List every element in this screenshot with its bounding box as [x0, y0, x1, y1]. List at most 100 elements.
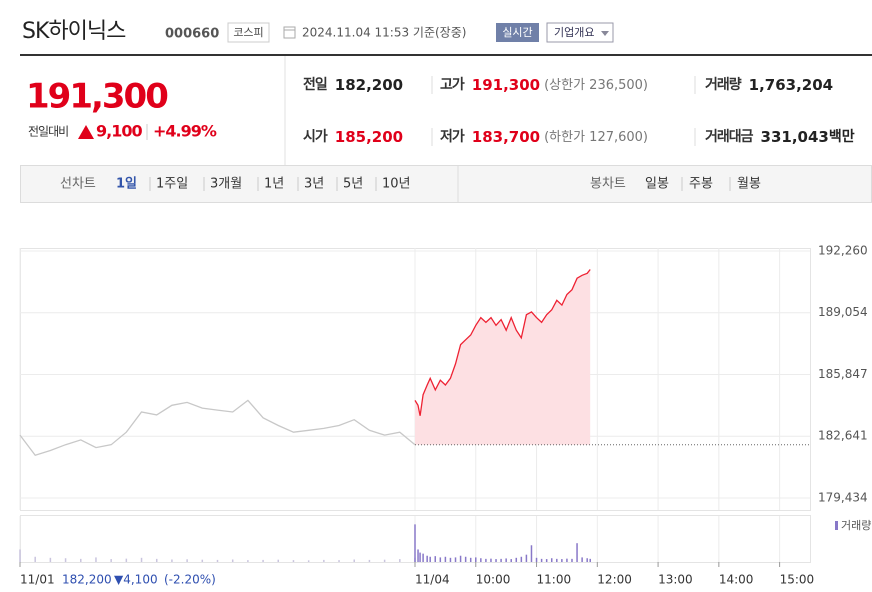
volume-bar — [186, 559, 188, 562]
volume-bar — [399, 559, 401, 562]
tab-label: 선차트 — [60, 177, 96, 192]
volume-bar — [171, 559, 173, 562]
volume-bar — [262, 559, 264, 562]
volume-bar — [589, 558, 591, 562]
stat-value: 1,763,204 — [749, 76, 833, 94]
candle-tab[interactable]: 월봉 — [737, 177, 761, 192]
market: 코스피 — [233, 26, 263, 39]
volume-bar — [338, 560, 340, 562]
candle-tab[interactable]: 주봉 — [689, 177, 713, 192]
volume-bar — [464, 556, 467, 562]
volume-bar — [383, 559, 386, 562]
volume-bar — [490, 558, 492, 562]
prev-close: 182,200 — [62, 573, 112, 587]
volume-bar — [540, 558, 543, 562]
volume-bar — [545, 559, 548, 562]
volume-bar — [566, 558, 568, 562]
volume-bar — [140, 557, 143, 562]
volume-bar — [561, 559, 563, 562]
stat-value: 183,700 — [472, 128, 540, 146]
x-tick-label: 15:00 — [780, 573, 815, 587]
x-tick-label: 11/01 — [20, 573, 55, 587]
volume-bar — [307, 560, 310, 562]
period-tab[interactable]: 5년 — [343, 177, 363, 192]
volume-bar — [475, 557, 477, 562]
stat: 거래대금 331,043백만 — [705, 128, 855, 146]
x-tick-label: 14:00 — [719, 573, 754, 587]
x-tick-label: 11/04 — [415, 573, 450, 587]
volume-bar — [201, 559, 204, 562]
volume-bar — [530, 545, 533, 562]
volume-legend: 거래량 — [841, 519, 871, 532]
volume-bar — [292, 560, 295, 562]
x-tick-label: 10:00 — [476, 573, 511, 587]
period-tab[interactable]: 1일 — [116, 177, 137, 192]
volume-bar — [429, 556, 431, 562]
company-info[interactable]: 기업개요 — [554, 26, 594, 39]
current-price: 191,300 — [26, 77, 168, 117]
candle-tab[interactable]: 일봉 — [645, 177, 669, 192]
volume-bar — [515, 557, 518, 562]
volume-bar — [520, 556, 523, 562]
volume-bar — [444, 556, 447, 562]
market-badge — [227, 22, 270, 43]
stock-name: SK하이닉스 — [22, 19, 126, 44]
volume-bar — [485, 558, 487, 562]
realtime-badge[interactable] — [496, 23, 539, 42]
volume-bar — [510, 559, 512, 562]
change-pct: +4.99% — [153, 122, 217, 141]
volume-bar — [480, 558, 482, 562]
period-tab[interactable]: 1년 — [264, 177, 284, 192]
stat-unit: 백만 — [829, 129, 855, 145]
period-tab[interactable]: 1주일 — [156, 177, 188, 192]
company-info-button[interactable] — [546, 22, 614, 43]
volume-bar — [247, 560, 249, 562]
volume-bar — [277, 559, 280, 562]
stat-label: 전일 — [303, 76, 327, 93]
change: 9,100 — [96, 122, 142, 141]
volume-bar — [368, 559, 371, 562]
y-tick-label: 182,641 — [818, 429, 868, 443]
volume-bar — [426, 555, 428, 562]
stat: 시가 185,200 — [303, 128, 403, 146]
area — [415, 269, 591, 445]
volume-legend-swatch — [835, 521, 838, 530]
stock-code: 000660 — [165, 27, 219, 42]
volume-bar — [49, 557, 52, 562]
volume-bar — [353, 559, 355, 562]
stat-label: 거래대금 — [705, 129, 754, 145]
timestamp: 2024.11.04 11:53 기준(장중) — [302, 26, 466, 40]
volume-bar — [576, 543, 578, 562]
stat-label: 저가 — [440, 129, 465, 145]
volume-bar — [231, 559, 234, 562]
realtime[interactable]: 실시간 — [502, 26, 532, 39]
volume-bar — [571, 558, 573, 562]
period-tab[interactable]: 3개월 — [210, 177, 242, 192]
volume-bar — [216, 559, 219, 562]
volume-bar — [581, 557, 583, 562]
tab-label: 봉차트 — [590, 177, 626, 192]
stat: 거래량 1,763,204 — [705, 76, 833, 94]
stat-label: 고가 — [440, 77, 465, 93]
price-line — [19, 399, 416, 457]
volume-bar — [454, 557, 457, 562]
volume-bar — [586, 558, 588, 562]
volume-bar — [459, 555, 462, 562]
volume-bar — [419, 552, 421, 562]
stat: 저가 183,700 (하한가 127,600) — [440, 128, 648, 146]
volume-bar — [323, 559, 325, 562]
volume-bar — [439, 557, 442, 562]
volume-bar — [417, 549, 419, 562]
period-tab[interactable]: 10년 — [382, 177, 411, 192]
y-tick-label: 189,054 — [818, 305, 868, 319]
change-label: 전일대비 — [28, 125, 68, 139]
stat-value: 331,043 — [761, 128, 829, 146]
volume-bar — [95, 557, 97, 562]
volume-bar — [525, 554, 528, 562]
volume-bar — [80, 558, 82, 562]
volume-bar — [64, 558, 67, 562]
period-tab[interactable]: 3년 — [304, 177, 324, 192]
volume-bar — [556, 558, 558, 562]
stat-label: 시가 — [303, 129, 328, 145]
